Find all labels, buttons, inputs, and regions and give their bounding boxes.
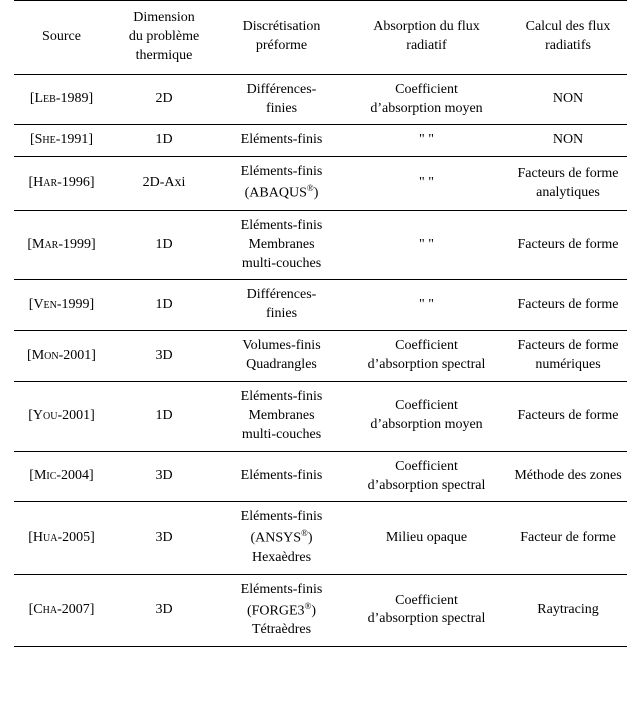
cell-dimension: 3D (109, 502, 219, 574)
cell-source: [Mic-2004] (14, 451, 109, 502)
header-flux-l1: Calcul des flux (526, 19, 611, 34)
header-row: Source Dimension du problème thermique D… (14, 1, 627, 75)
cell-flux: Facteurs de formeanalytiques (509, 157, 627, 210)
table-row: [Cha-2007]3DEléments-finis(FORGE3®)Tétra… (14, 574, 627, 646)
header-dimension-l3: thermique (136, 48, 193, 63)
cell-flux: Facteurs de forme (509, 210, 627, 280)
header-flux-l2: radiatifs (545, 38, 591, 53)
cell-absorption: " " (344, 210, 509, 280)
cell-discretisation: Eléments-finis(ABAQUS®) (219, 157, 344, 210)
cell-absorption: Coefficientd’absorption spectral (344, 574, 509, 646)
cell-flux: Facteurs de forme (509, 280, 627, 331)
cell-absorption: Milieu opaque (344, 502, 509, 574)
table-row: [Ven-1999]1DDifférences-finies" "Facteur… (14, 280, 627, 331)
cell-source: [Ven-1999] (14, 280, 109, 331)
table-row: [Hua-2005]3DEléments-finis(ANSYS®)Hexaèd… (14, 502, 627, 574)
cell-source: [She-1991] (14, 125, 109, 157)
cell-dimension: 1D (109, 382, 219, 452)
cell-dimension: 1D (109, 280, 219, 331)
cell-discretisation: Eléments-finis (219, 125, 344, 157)
header-discretisation: Discrétisation préforme (219, 1, 344, 75)
cell-discretisation: Différences-finies (219, 74, 344, 125)
cell-discretisation: Eléments-finis (219, 451, 344, 502)
header-dimension-l1: Dimension (133, 10, 194, 25)
cell-dimension: 3D (109, 331, 219, 382)
cell-discretisation: Volumes-finisQuadrangles (219, 331, 344, 382)
cell-absorption: Coefficientd’absorption moyen (344, 74, 509, 125)
header-disc-l1: Discrétisation (243, 19, 321, 34)
cell-flux: NON (509, 125, 627, 157)
header-absorption: Absorption du flux radiatif (344, 1, 509, 75)
cell-dimension: 1D (109, 125, 219, 157)
table-row: [She-1991]1DEléments-finis" "NON (14, 125, 627, 157)
header-dimension-l2: du problème (129, 29, 199, 44)
cell-absorption: Coefficientd’absorption spectral (344, 331, 509, 382)
cell-dimension: 1D (109, 210, 219, 280)
cell-absorption: " " (344, 125, 509, 157)
cell-source: [Har-1996] (14, 157, 109, 210)
cell-source: [Leb-1989] (14, 74, 109, 125)
methods-table: Source Dimension du problème thermique D… (14, 0, 627, 647)
cell-dimension: 3D (109, 574, 219, 646)
cell-discretisation: Eléments-finis(FORGE3®)Tétraèdres (219, 574, 344, 646)
cell-absorption: Coefficientd’absorption moyen (344, 382, 509, 452)
header-abs-l2: radiatif (406, 38, 446, 53)
cell-flux: Raytracing (509, 574, 627, 646)
cell-flux: Facteurs de forme (509, 382, 627, 452)
table-head: Source Dimension du problème thermique D… (14, 1, 627, 75)
header-flux: Calcul des flux radiatifs (509, 1, 627, 75)
cell-absorption: Coefficientd’absorption spectral (344, 451, 509, 502)
cell-discretisation: Eléments-finis(ANSYS®)Hexaèdres (219, 502, 344, 574)
header-dimension: Dimension du problème thermique (109, 1, 219, 75)
table-row: [Mon-2001]3DVolumes-finisQuadranglesCoef… (14, 331, 627, 382)
table-row: [Mar-1999]1DEléments-finisMembranesmulti… (14, 210, 627, 280)
cell-absorption: " " (344, 157, 509, 210)
table-row: [You-2001]1DEléments-finisMembranesmulti… (14, 382, 627, 452)
cell-flux: Méthode des zones (509, 451, 627, 502)
cell-discretisation: Eléments-finisMembranesmulti-couches (219, 210, 344, 280)
cell-flux: Facteur de forme (509, 502, 627, 574)
table-row: [Leb-1989]2DDifférences-finiesCoefficien… (14, 74, 627, 125)
cell-discretisation: Différences-finies (219, 280, 344, 331)
header-disc-l2: préforme (256, 38, 307, 53)
table-container: Source Dimension du problème thermique D… (0, 0, 641, 722)
table-body: [Leb-1989]2DDifférences-finiesCoefficien… (14, 74, 627, 646)
cell-flux: Facteurs de formenumériques (509, 331, 627, 382)
cell-source: [Hua-2005] (14, 502, 109, 574)
cell-dimension: 2D (109, 74, 219, 125)
cell-source: [Mon-2001] (14, 331, 109, 382)
header-abs-l1: Absorption du flux (373, 19, 480, 34)
cell-source: [Cha-2007] (14, 574, 109, 646)
header-source-text: Source (42, 29, 81, 44)
header-source: Source (14, 1, 109, 75)
table-row: [Mic-2004]3DEléments-finisCoefficientd’a… (14, 451, 627, 502)
cell-dimension: 2D-Axi (109, 157, 219, 210)
cell-dimension: 3D (109, 451, 219, 502)
cell-absorption: " " (344, 280, 509, 331)
cell-flux: NON (509, 74, 627, 125)
table-row: [Har-1996]2D-AxiEléments-finis(ABAQUS®)"… (14, 157, 627, 210)
cell-source: [You-2001] (14, 382, 109, 452)
cell-source: [Mar-1999] (14, 210, 109, 280)
cell-discretisation: Eléments-finisMembranesmulti-couches (219, 382, 344, 452)
